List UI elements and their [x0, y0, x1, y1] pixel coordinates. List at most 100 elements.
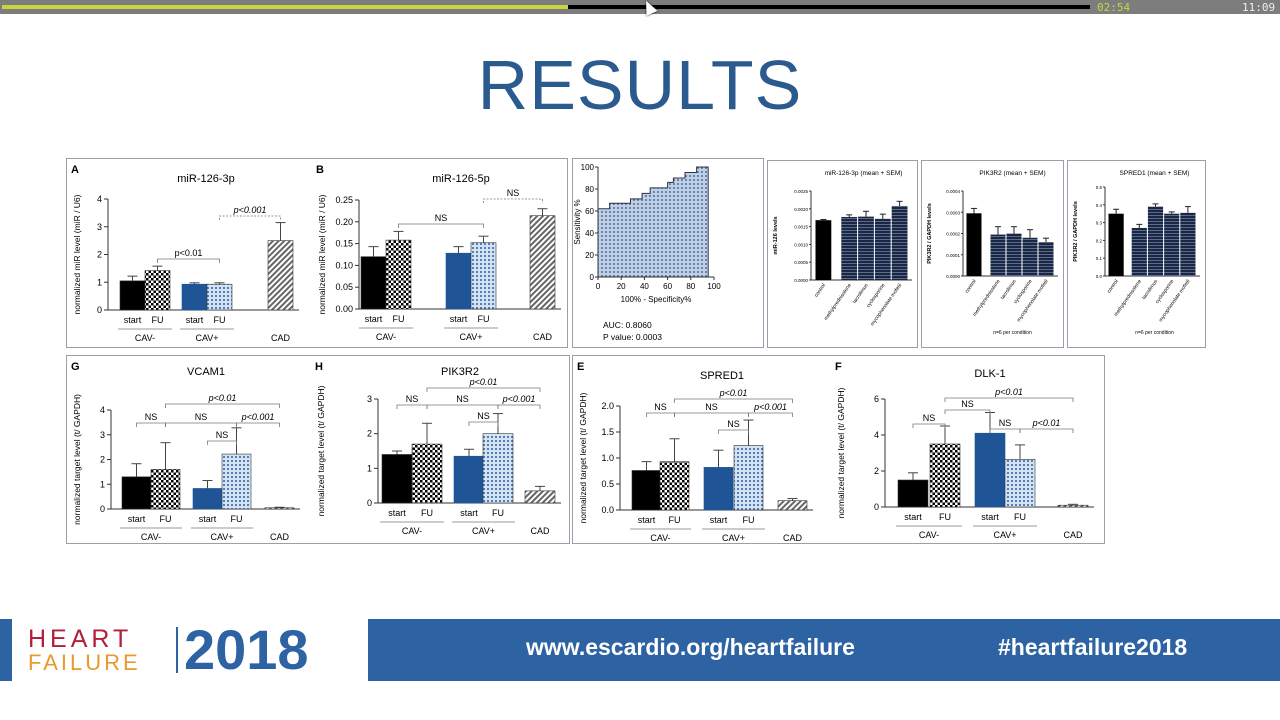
y-tick-label: 0.0000 — [794, 278, 808, 283]
significance-label: NS — [507, 188, 520, 198]
bar-label: FU — [160, 514, 172, 524]
y-tick-label: 0.0 — [601, 505, 614, 515]
bar — [858, 216, 874, 280]
significance-label: p<0.001 — [241, 412, 275, 422]
bar — [144, 270, 171, 311]
significance-bracket — [646, 412, 675, 417]
y-axis-label: normalized miR level (miR / U6) — [72, 194, 82, 314]
bar — [1038, 242, 1054, 276]
bar — [777, 500, 808, 511]
bar — [221, 453, 252, 510]
significance-label: p<0.001 — [233, 205, 267, 215]
chart-e-spred1: E SPRED1 normalized target level (t/ GAPDH… — [577, 361, 813, 542]
y-tick-label: 0.15 — [335, 239, 353, 249]
y-tick-label: 0.0000 — [946, 274, 960, 279]
bar — [966, 213, 982, 276]
significance-bracket — [136, 422, 166, 427]
bar-label: FU — [421, 508, 433, 518]
y-tick-label: 3 — [367, 394, 372, 404]
y-tick-label: 80 — [585, 185, 594, 194]
bar-label: FU — [393, 314, 405, 324]
logo-year: 2018 — [184, 618, 309, 681]
footer-banner: HEART FAILURE 2018 www.escardio.org/hear… — [0, 619, 1280, 681]
x-category-label: control — [1106, 279, 1120, 295]
y-tick-label: 60 — [585, 207, 594, 216]
x-category-label: methylprednisolone — [823, 283, 853, 322]
bar-label: start — [460, 508, 478, 518]
x-category-label: control — [964, 279, 978, 295]
x-tick-label: 100 — [707, 282, 721, 291]
group-label: CAV+ — [210, 532, 233, 542]
x-tick-label: 0 — [596, 282, 601, 291]
chart-title: SPRED1 — [700, 370, 744, 382]
chart-roc-biopsy: 0 20 40 60 80 100 0 20 40 60 80 100 100% - Specifici… — [573, 163, 721, 342]
significance-bracket — [398, 223, 484, 228]
auc-value: AUC: 0.8060 — [603, 320, 652, 330]
bar-label: FU — [1014, 512, 1026, 522]
x-category-label: methylprednisolone — [972, 279, 1002, 318]
y-tick-label: 1 — [367, 463, 372, 473]
bar-label: start — [904, 512, 922, 522]
chart-g-vcam1: G VCAM1 normalized target level (t/ GAPDH)… — [71, 361, 300, 542]
group-label: CAV- — [919, 530, 939, 540]
bar — [385, 239, 412, 310]
significance-label: p<0.01 — [1032, 418, 1061, 428]
elapsed-time: 02:54 — [1097, 1, 1131, 14]
bar-label: start — [638, 515, 656, 525]
bar-label: start — [365, 314, 383, 324]
x-category-label: tacrolimus — [852, 282, 870, 305]
y-tick-label: 0.3 — [1096, 221, 1103, 226]
logo-heart: HEART — [28, 625, 133, 653]
bar-label: FU — [214, 315, 226, 325]
bar — [360, 256, 387, 310]
y-tick-label: 2 — [100, 455, 105, 465]
significance-bracket — [157, 258, 220, 263]
seek-bar[interactable] — [2, 5, 1090, 9]
x-category-label: control — [814, 283, 828, 299]
bar — [929, 443, 961, 508]
bar — [482, 433, 514, 504]
bar — [119, 280, 146, 311]
x-category-label: mycophenolate mofetil — [870, 283, 904, 327]
y-axis-label: PIK3R2 / GAPDH levels — [927, 203, 933, 264]
group-label: CAD — [1063, 530, 1083, 540]
y-tick-label: 0.0003 — [946, 210, 960, 215]
significance-label: NS — [705, 402, 718, 412]
total-time: 11:09 — [1242, 1, 1276, 14]
y-tick-label: 0.0001 — [946, 253, 960, 258]
significance-bracket — [674, 398, 793, 403]
bar-label: FU — [669, 515, 681, 525]
y-tick-label: 0 — [100, 504, 105, 514]
x-tick-label: 20 — [617, 282, 626, 291]
y-tick-label: 0 — [590, 273, 595, 282]
bar-label: FU — [478, 314, 490, 324]
y-tick-label: 0.5 — [1096, 185, 1103, 190]
significance-label: NS — [406, 394, 419, 404]
logo-failure: FAILURE — [28, 650, 141, 675]
y-tick-label: 0 — [97, 305, 102, 315]
bar — [206, 283, 233, 311]
bar-label: FU — [743, 515, 755, 525]
bar-label: start — [124, 315, 142, 325]
bar — [1164, 213, 1180, 276]
y-tick-label: 1 — [100, 479, 105, 489]
y-tick-label: 0 — [367, 498, 372, 508]
group-label: CAV- — [135, 333, 155, 343]
bar — [733, 445, 764, 511]
chart-f-dlk-1: F DLK-1 normalized target level (t/ GAPDH)… — [835, 361, 1094, 540]
y-axis-label: Sensitivity % — [573, 199, 582, 244]
y-tick-label: 0.0 — [1096, 274, 1103, 279]
bar — [470, 242, 497, 310]
x-axis-label: 100% - Specificity% — [621, 295, 692, 304]
significance-bracket — [468, 421, 499, 426]
y-tick-label: 2 — [874, 466, 879, 476]
bar — [1147, 206, 1164, 276]
significance-bracket — [165, 422, 237, 427]
panel-letter: E — [577, 361, 584, 373]
y-tick-label: 3 — [100, 430, 105, 440]
y-tick-label: 0.25 — [335, 195, 353, 205]
group-label: CAD — [533, 332, 553, 342]
y-axis-label: normalized target level (t/ GAPDH) — [836, 387, 846, 518]
bar — [1006, 233, 1022, 276]
